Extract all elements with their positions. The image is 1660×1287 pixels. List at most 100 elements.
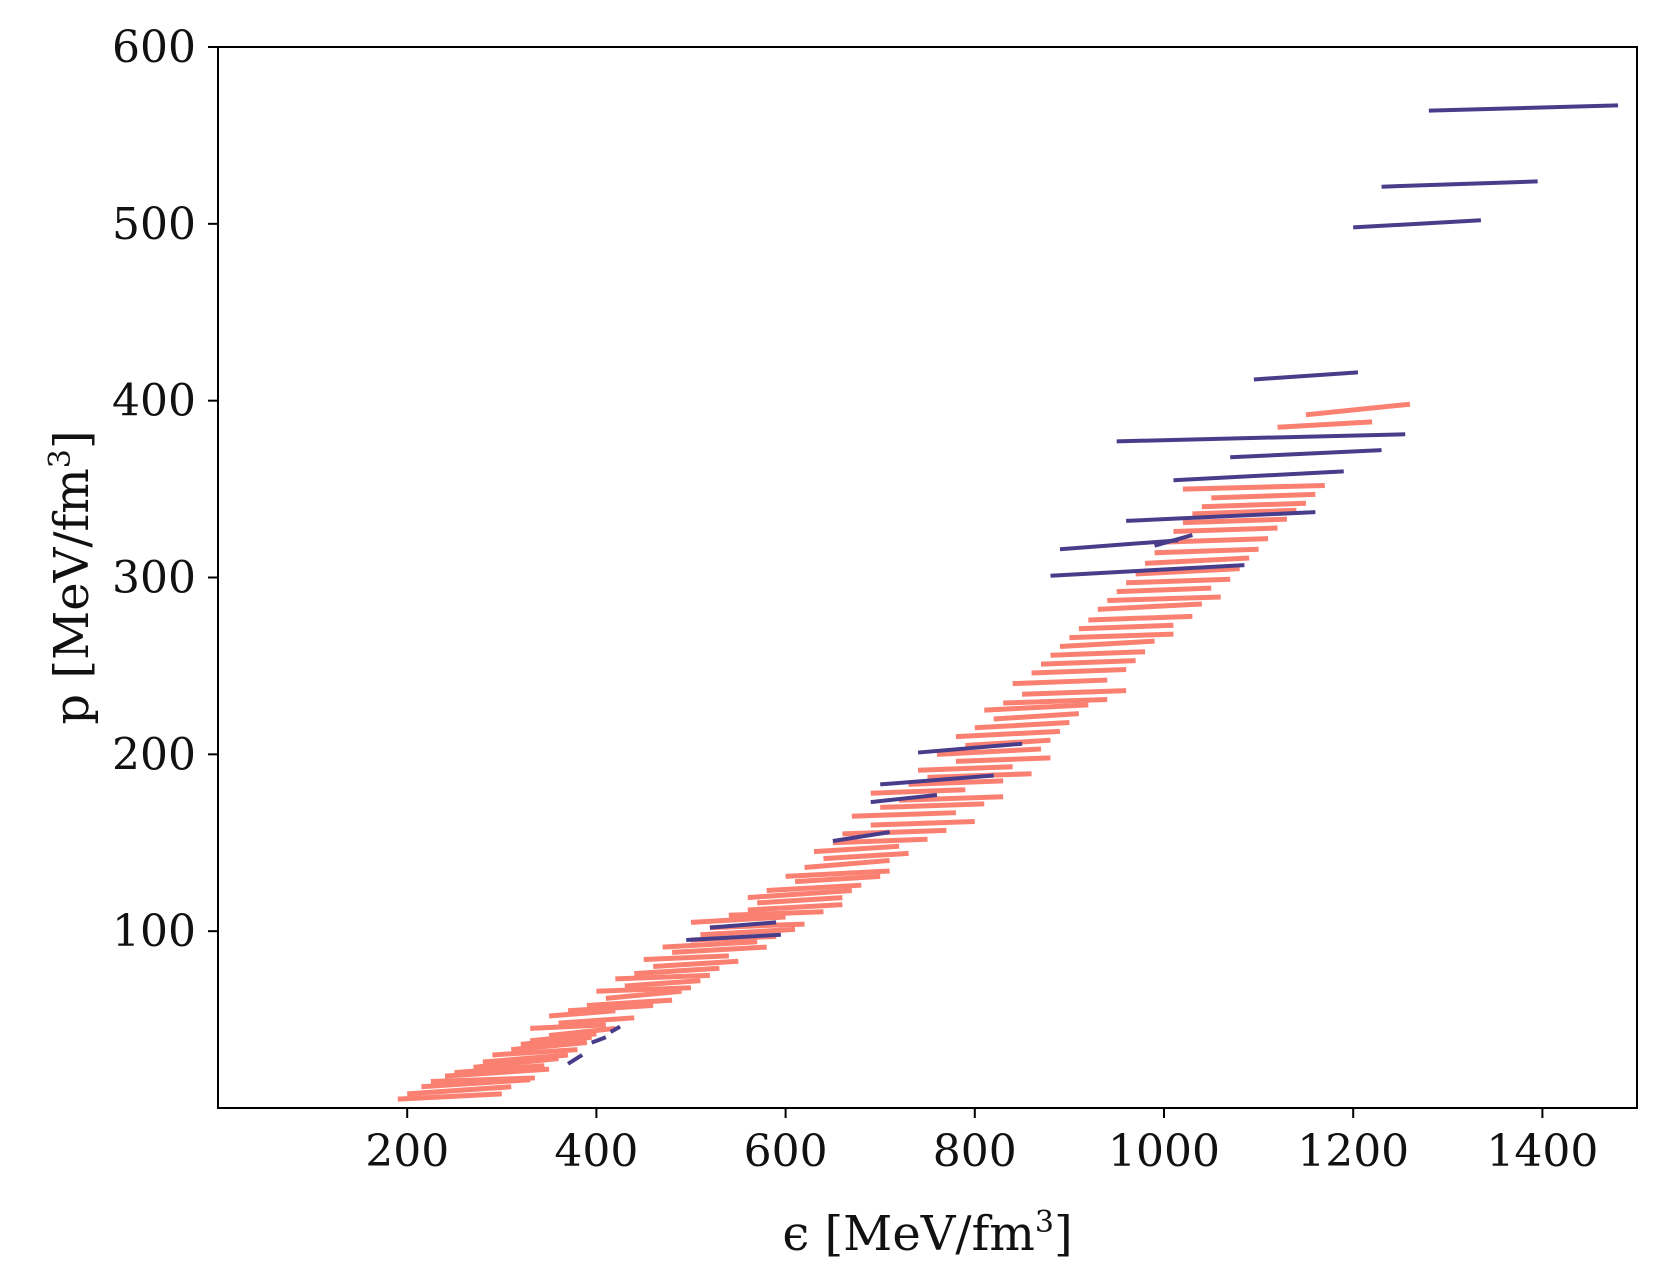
navy-segment-4: [709, 920, 777, 930]
salmon-segment-15: [548, 1008, 616, 1019]
salmon-segment-12: [548, 1025, 616, 1038]
salmon-segment-76: [1173, 525, 1278, 535]
salmon-segment-43: [870, 819, 975, 828]
salmon-segment-81: [1182, 483, 1325, 492]
salmon-segment-24: [643, 953, 729, 962]
salmon-segment-83: [1305, 401, 1411, 418]
y-tick-label: 100: [112, 906, 196, 957]
navy-segment-8: [917, 741, 1023, 755]
navy-segment-7: [880, 773, 994, 787]
salmon-segment-69: [1107, 594, 1221, 603]
navy-segment-0: [566, 1053, 584, 1066]
y-tick-label: 400: [112, 376, 196, 427]
salmon-segment-37: [785, 868, 890, 879]
salmon-segment-11: [529, 1031, 597, 1044]
x-tick-label: 1000: [1108, 1126, 1220, 1177]
salmon-segment-3: [430, 1075, 535, 1084]
salmon-segment-63: [1050, 649, 1146, 658]
salmon-segment-64: [1059, 638, 1155, 649]
salmon-segment-46: [899, 794, 1004, 803]
salmon-segment-20: [624, 978, 701, 989]
salmon-segment-26: [662, 939, 758, 950]
salmon-segment-8: [492, 1047, 578, 1058]
salmon-segment-41: [832, 836, 928, 846]
navy-segment-13: [1173, 469, 1344, 483]
salmon-segment-57: [984, 702, 1089, 713]
salmon-segment-55: [974, 720, 1070, 731]
navy-segment-5: [832, 830, 890, 843]
salmon-segment-25: [671, 944, 767, 955]
salmon-segment-53: [965, 737, 1051, 748]
salmon-segment-35: [766, 882, 862, 893]
salmon-segment-10: [520, 1034, 592, 1047]
x-tick-label: 200: [365, 1126, 449, 1177]
salmon-segment-5: [454, 1063, 545, 1076]
salmon-segment-7: [482, 1052, 569, 1065]
x-tick-label: 1200: [1297, 1126, 1409, 1177]
salmon-segment-19: [596, 985, 692, 994]
navy-segment-1: [590, 1035, 607, 1045]
salmon-segment-48: [908, 778, 1004, 787]
salmon-segment-66: [1078, 622, 1174, 632]
salmon-segment-54: [955, 728, 1061, 740]
salmon-segment-30: [690, 914, 786, 925]
salmon-segment-32: [747, 902, 843, 913]
salmon-segment-0: [397, 1091, 502, 1102]
salmon-segment-16: [567, 1002, 654, 1014]
salmon-segment-9: [511, 1040, 588, 1053]
navy-segment-12: [1126, 510, 1316, 523]
x-tick-label: 1400: [1486, 1126, 1598, 1177]
salmon-segment-14: [558, 1015, 635, 1026]
navy-segment-6: [870, 793, 938, 805]
salmon-segment-74: [1154, 546, 1259, 556]
x-axis-ticks: 200 400 600 800 1000 1200 1400: [365, 1108, 1598, 1177]
navy-segment-19: [1428, 103, 1619, 113]
navy-segment-18: [1381, 179, 1538, 189]
salmon-segment-44: [851, 810, 956, 819]
salmon-segment-38: [804, 857, 890, 870]
salmon-segment-40: [813, 843, 900, 855]
navy-segment-14: [1230, 448, 1382, 460]
navy-segment-11: [1154, 533, 1193, 548]
plot-frame: [217, 46, 1638, 1109]
navy-series: [566, 103, 1619, 1066]
salmon-segment-70: [1116, 585, 1212, 595]
salmon-segment-28: [700, 926, 796, 938]
x-tick-label: 400: [554, 1126, 638, 1177]
salmon-segment-1: [407, 1084, 512, 1097]
salmon-series: [397, 401, 1411, 1102]
navy-segment-17: [1353, 218, 1482, 230]
salmon-segment-21: [615, 972, 711, 982]
salmon-segment-58: [1003, 697, 1108, 706]
salmon-segment-4: [444, 1066, 550, 1079]
navy-segment-10: [1059, 538, 1179, 552]
salmon-segment-71: [1126, 576, 1231, 586]
salmon-segment-47: [870, 787, 966, 796]
navy-segment-3: [686, 932, 781, 943]
salmon-segment-22: [634, 965, 720, 977]
y-tick-label: 200: [112, 729, 196, 780]
salmon-segment-36: [794, 873, 881, 885]
salmon-segment-79: [1201, 500, 1306, 510]
salmon-segment-17: [586, 997, 673, 1008]
salmon-segment-61: [1031, 666, 1127, 676]
salmon-segment-67: [1088, 613, 1193, 623]
salmon-segment-52: [936, 746, 1042, 757]
y-axis-title: p [MeV/fm3]: [43, 430, 100, 724]
salmon-segment-62: [1040, 658, 1136, 667]
salmon-segment-65: [1069, 631, 1174, 641]
salmon-segment-77: [1182, 516, 1288, 526]
salmon-segment-60: [1012, 677, 1108, 687]
salmon-segment-23: [653, 958, 739, 970]
navy-segment-15: [1116, 432, 1406, 444]
navy-segment-9: [1050, 563, 1245, 578]
y-tick-label: 600: [112, 22, 196, 73]
salmon-segment-73: [1144, 555, 1250, 566]
navy-segment-2: [609, 1024, 622, 1034]
salmon-segment-59: [1022, 688, 1127, 697]
salmon-segment-72: [1135, 566, 1240, 577]
salmon-segment-56: [993, 711, 1080, 722]
salmon-segment-34: [747, 888, 852, 901]
salmon-segment-50: [917, 764, 1013, 773]
